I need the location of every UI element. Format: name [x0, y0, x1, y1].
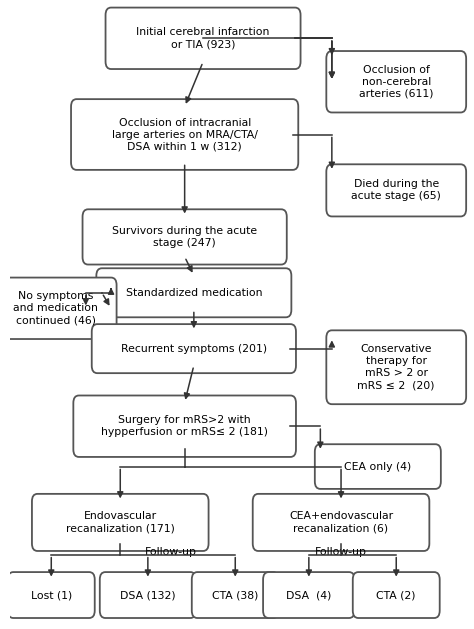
FancyBboxPatch shape [73, 396, 296, 457]
Text: DSA (132): DSA (132) [120, 590, 176, 600]
Text: DSA  (4): DSA (4) [286, 590, 331, 600]
FancyBboxPatch shape [326, 330, 466, 404]
Text: Occlusion of intracranial
large arteries on MRA/CTA/
DSA within 1 w (312): Occlusion of intracranial large arteries… [112, 118, 257, 152]
Text: CEA only (4): CEA only (4) [344, 462, 411, 472]
Text: Recurrent symptoms (201): Recurrent symptoms (201) [121, 343, 267, 353]
Text: Endovascular
recanalization (171): Endovascular recanalization (171) [66, 511, 175, 533]
FancyBboxPatch shape [71, 99, 298, 170]
FancyBboxPatch shape [96, 268, 292, 317]
Text: Initial cerebral infarction
or TIA (923): Initial cerebral infarction or TIA (923) [137, 27, 270, 49]
FancyBboxPatch shape [326, 164, 466, 216]
Text: Surgery for mRS>2 with
hypperfusion or mRS≤ 2 (181): Surgery for mRS>2 with hypperfusion or m… [101, 415, 268, 437]
Text: Follow-up: Follow-up [315, 547, 367, 557]
FancyBboxPatch shape [106, 8, 301, 69]
Text: No symptoms
and medication
continued (46): No symptoms and medication continued (46… [13, 291, 98, 325]
FancyBboxPatch shape [82, 209, 287, 265]
FancyBboxPatch shape [315, 444, 441, 489]
FancyBboxPatch shape [100, 572, 196, 618]
Text: CTA (2): CTA (2) [376, 590, 416, 600]
FancyBboxPatch shape [8, 572, 95, 618]
FancyBboxPatch shape [92, 324, 296, 373]
Text: Standardized medication: Standardized medication [126, 288, 262, 298]
Text: Follow-up: Follow-up [145, 547, 197, 557]
Text: Died during the
acute stage (65): Died during the acute stage (65) [351, 179, 441, 201]
Text: CEA+endovascular
recanalization (6): CEA+endovascular recanalization (6) [289, 511, 393, 533]
FancyBboxPatch shape [326, 51, 466, 113]
FancyBboxPatch shape [263, 572, 355, 618]
Text: Occlusion of
non-cerebral
arteries (611): Occlusion of non-cerebral arteries (611) [359, 65, 434, 99]
FancyBboxPatch shape [353, 572, 440, 618]
Text: Lost (1): Lost (1) [31, 590, 72, 600]
Text: CTA (38): CTA (38) [212, 590, 258, 600]
Text: Survivors during the acute
stage (247): Survivors during the acute stage (247) [112, 226, 257, 248]
FancyBboxPatch shape [32, 494, 209, 551]
Text: Conservative
therapy for
mRS > 2 or
mRS ≤ 2  (20): Conservative therapy for mRS > 2 or mRS … [357, 344, 435, 390]
FancyBboxPatch shape [0, 277, 117, 339]
FancyBboxPatch shape [192, 572, 279, 618]
FancyBboxPatch shape [253, 494, 429, 551]
